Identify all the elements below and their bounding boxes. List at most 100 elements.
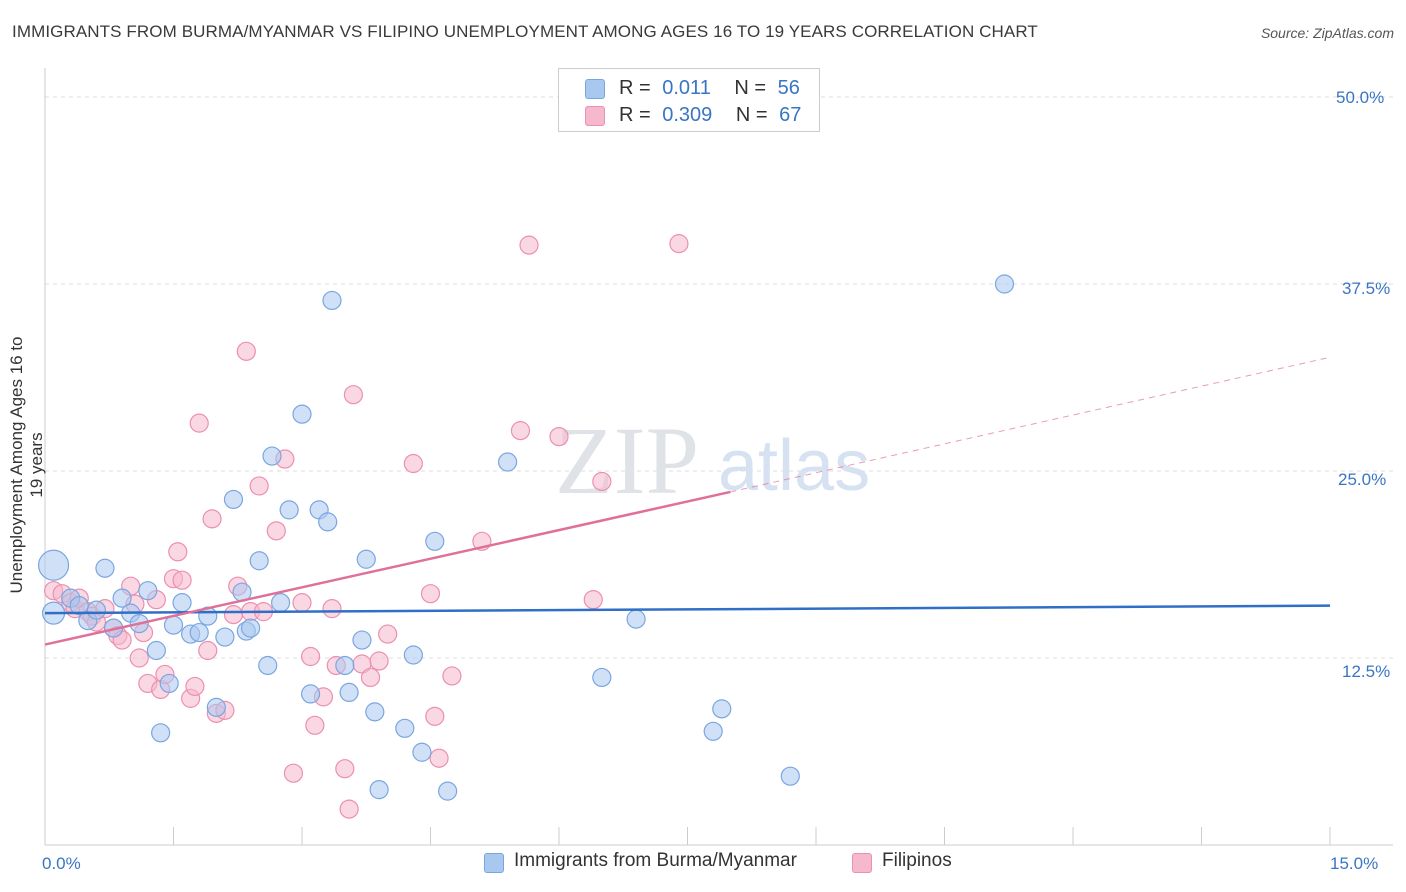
filipinos-point-54: [425, 706, 445, 726]
burma-point-53: [994, 274, 1015, 294]
legend-r-value-filipinos: 0.309: [662, 104, 713, 126]
filipinos-point-45: [335, 759, 355, 779]
burma-point-5: [86, 600, 107, 620]
filipinos-point-21: [168, 542, 188, 562]
filipinos-point-55: [429, 748, 449, 768]
burma-point-37: [339, 682, 359, 703]
burma-point-42: [395, 718, 415, 738]
burma-point-12: [146, 640, 166, 661]
burma-point-52: [780, 766, 800, 786]
filipinos-point-62: [592, 471, 612, 492]
watermark-atlas: atlas: [718, 426, 870, 506]
burma-point-40: [365, 702, 385, 722]
legend-row-filipinos: R = 0.309 N = 67: [585, 104, 802, 127]
legend-swatch-burma: [585, 79, 605, 99]
legend-r-label-burma: R =: [619, 77, 651, 99]
burma-point-15: [163, 615, 184, 635]
y-axis-title: Unemployment Among Ages 16 to 19 years: [7, 336, 46, 594]
burma-point-13: [151, 723, 171, 743]
watermark-zip: ZIP: [555, 407, 699, 514]
filipinos-point-59: [519, 235, 539, 255]
legend-n-value-filipinos: 67: [779, 104, 802, 126]
burma-point-34: [318, 512, 338, 532]
burma-point-35: [322, 290, 342, 311]
axes: [44, 68, 1393, 846]
filipinos-point-49: [360, 667, 381, 688]
source-credit: Source: ZipAtlas.com: [1260, 25, 1394, 41]
legend-n-label-filipinos: N =: [735, 104, 768, 126]
filipinos-point-36: [266, 521, 286, 541]
watermark: ZIP atlas: [555, 407, 870, 514]
filipinos-trendline-extension: [730, 356, 1331, 493]
filipinos-point-34: [249, 476, 269, 496]
burma-trendline: [44, 604, 1331, 615]
legend-r-label-filipinos: R =: [619, 104, 651, 126]
filipinos-point-27: [202, 509, 222, 529]
y-tick-label-25: 25.0%: [1338, 470, 1387, 489]
burma-point-14: [159, 673, 179, 694]
bottom-legend-burma: Immigrants from Burma/Myanmar: [484, 850, 797, 873]
burma-point-38: [352, 630, 372, 650]
filipinos-point-61: [583, 590, 603, 610]
burma-point-47: [498, 452, 518, 472]
legend-n-value-burma: 56: [777, 77, 800, 99]
filipinos-point-14: [129, 648, 149, 668]
burma-point-16: [172, 593, 192, 613]
filipinos-point-58: [510, 421, 531, 441]
bottom-legend-label-burma: Immigrants from Burma/Myanmar: [514, 850, 797, 871]
filipinos-point-24: [185, 676, 205, 697]
bottom-swatch-burma: [484, 853, 504, 873]
burma-point-39: [356, 549, 376, 569]
burma-point-28: [262, 446, 282, 466]
burma-point-6: [95, 558, 115, 578]
filipinos-point-46: [339, 799, 359, 819]
burma-point-36: [335, 655, 355, 676]
y-tick-label-50: 50.0%: [1336, 88, 1385, 107]
burma-point-44: [412, 742, 432, 762]
filipinos-point-41: [305, 715, 325, 735]
burma-point-18: [189, 622, 209, 643]
filipinos-point-50: [369, 651, 389, 671]
legend-r-value-burma: 0.011: [662, 77, 711, 99]
filipinos-points: [43, 234, 689, 819]
filipinos-point-60: [549, 426, 569, 447]
burma-point-8: [112, 588, 132, 608]
burma-point-41: [369, 780, 389, 800]
burma-point-51: [712, 699, 732, 719]
filipinos-trendline: [44, 490, 731, 646]
burma-point-46: [438, 781, 458, 801]
burma-point-31: [292, 404, 312, 424]
burma-point-50: [703, 721, 723, 741]
filipinos-point-39: [292, 593, 312, 613]
burma-point-29: [270, 593, 291, 613]
legend-swatch-filipinos: [585, 106, 605, 126]
burma-point-30: [279, 500, 299, 520]
y-tick-label-37-5: 37.5%: [1342, 279, 1391, 298]
chart-title: IMMIGRANTS FROM BURMA/MYANMAR VS FILIPIN…: [12, 22, 1038, 41]
filipinos-point-63: [669, 234, 689, 254]
filipinos-point-56: [442, 666, 462, 686]
burma-point-43: [403, 645, 423, 665]
filipinos-point-53: [420, 584, 441, 604]
filipinos-point-52: [403, 453, 423, 474]
filipinos-point-32: [236, 341, 256, 361]
burma-point-25: [241, 618, 261, 638]
burma-point-48: [592, 667, 612, 688]
filipinos-point-51: [378, 624, 398, 644]
burma-point-11: [138, 581, 158, 601]
burma-point-22: [223, 489, 244, 510]
filipinos-point-25: [189, 413, 209, 433]
legend-n-label-burma: N =: [734, 77, 767, 99]
burma-points: [37, 274, 1015, 801]
burma-point-27: [258, 655, 278, 676]
filipinos-point-26: [198, 640, 218, 661]
x-tick-label-max: 15.0%: [1330, 854, 1379, 873]
filipinos-point-47: [343, 385, 363, 405]
burma-point-49: [626, 609, 646, 629]
bottom-legend-label-filipinos: Filipinos: [882, 850, 952, 871]
filipinos-point-43: [322, 599, 342, 619]
burma-point-45: [425, 531, 445, 551]
x-tick-label-min: 0.0%: [42, 854, 81, 873]
bottom-legend-filipinos: Filipinos: [852, 850, 952, 873]
